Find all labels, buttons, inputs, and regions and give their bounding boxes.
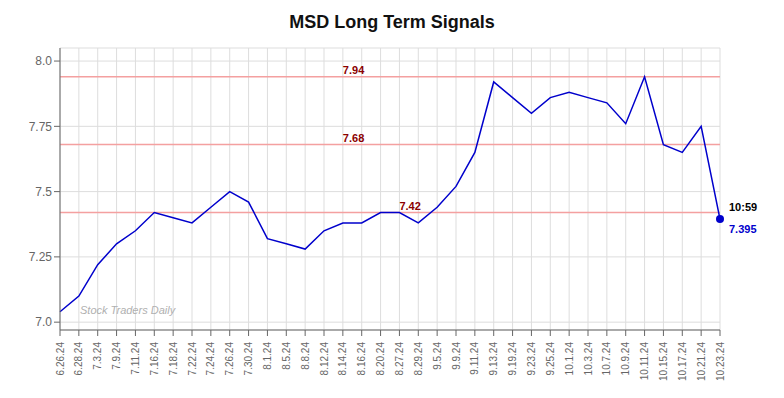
svg-text:9.13.24: 9.13.24 <box>488 342 499 376</box>
svg-text:9.5.24: 9.5.24 <box>432 342 443 370</box>
svg-text:8.16.24: 8.16.24 <box>356 342 367 376</box>
svg-text:8.14.24: 8.14.24 <box>337 342 348 376</box>
svg-text:7.94: 7.94 <box>343 64 365 76</box>
svg-text:8.20.24: 8.20.24 <box>375 342 386 376</box>
svg-text:8.0: 8.0 <box>35 54 52 68</box>
svg-text:8.12.24: 8.12.24 <box>319 342 330 376</box>
svg-text:8.1.24: 8.1.24 <box>262 342 273 370</box>
svg-text:9.19.24: 9.19.24 <box>507 342 518 376</box>
svg-text:10.15.24: 10.15.24 <box>658 342 669 381</box>
svg-text:10.23.24: 10.23.24 <box>715 342 726 381</box>
svg-text:9.25.24: 9.25.24 <box>545 342 556 376</box>
svg-text:10.7.24: 10.7.24 <box>601 342 612 376</box>
svg-text:10.21.24: 10.21.24 <box>696 342 707 381</box>
svg-text:7.395: 7.395 <box>729 223 757 235</box>
svg-text:10.17.24: 10.17.24 <box>677 342 688 381</box>
svg-text:7.22.24: 7.22.24 <box>187 342 198 376</box>
svg-text:6.26.24: 6.26.24 <box>55 342 66 376</box>
svg-text:7.3.24: 7.3.24 <box>92 342 103 370</box>
svg-text:7.25: 7.25 <box>29 250 53 264</box>
svg-text:8.29.24: 8.29.24 <box>413 342 424 376</box>
svg-text:9.23.24: 9.23.24 <box>526 342 537 376</box>
svg-text:7.68: 7.68 <box>343 132 364 144</box>
svg-text:7.5: 7.5 <box>35 185 52 199</box>
svg-text:6.28.24: 6.28.24 <box>73 342 84 376</box>
svg-text:10.9.24: 10.9.24 <box>620 342 631 376</box>
svg-text:7.9.24: 7.9.24 <box>111 342 122 370</box>
svg-text:9.11.24: 9.11.24 <box>469 342 480 375</box>
svg-text:7.42: 7.42 <box>399 200 420 212</box>
svg-text:10.11.24: 10.11.24 <box>639 342 650 381</box>
svg-text:7.24.24: 7.24.24 <box>205 342 216 376</box>
svg-text:7.0: 7.0 <box>35 315 52 329</box>
svg-text:7.26.24: 7.26.24 <box>224 342 235 376</box>
svg-text:8.8.24: 8.8.24 <box>300 342 311 370</box>
svg-text:10.3.24: 10.3.24 <box>583 342 594 376</box>
svg-text:7.18.24: 7.18.24 <box>168 342 179 376</box>
svg-text:7.16.24: 7.16.24 <box>149 342 160 376</box>
html-text:MSD Long Term Signals: MSD Long Term Signals <box>289 12 495 32</box>
svg-text:8.5.24: 8.5.24 <box>281 342 292 370</box>
svg-text:10:59: 10:59 <box>729 201 757 213</box>
svg-text:7.75: 7.75 <box>29 120 53 134</box>
svg-text:10.1.24: 10.1.24 <box>564 342 575 376</box>
html-text:Stock Traders Daily: Stock Traders Daily <box>80 304 176 316</box>
svg-text:7.30.24: 7.30.24 <box>243 342 254 376</box>
svg-text:7.11.24: 7.11.24 <box>130 342 141 375</box>
svg-text:9.9.24: 9.9.24 <box>451 342 462 370</box>
svg-text:8.27.24: 8.27.24 <box>394 342 405 376</box>
